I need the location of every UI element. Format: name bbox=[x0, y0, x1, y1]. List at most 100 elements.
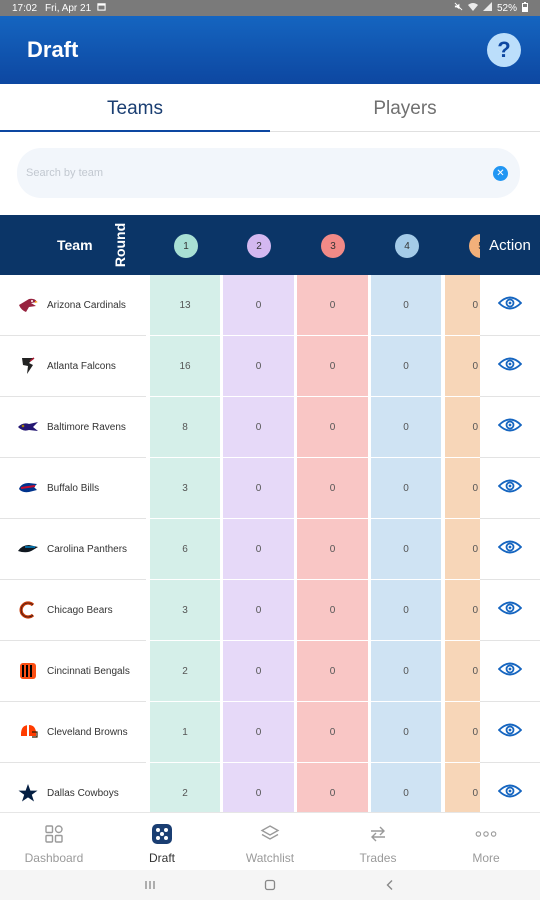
browns-logo-icon bbox=[17, 721, 39, 743]
header-round: Round bbox=[108, 221, 132, 269]
view-button[interactable] bbox=[480, 763, 540, 812]
tab-bar: Teams Players bbox=[0, 86, 540, 132]
round-3-count: 0 bbox=[297, 702, 368, 763]
team-cell: Arizona Cardinals bbox=[0, 275, 146, 336]
system-navigation bbox=[0, 870, 540, 900]
ravens-logo-icon bbox=[17, 416, 39, 438]
view-button[interactable] bbox=[480, 580, 540, 641]
table-row: Buffalo Bills 3 0 0 0 0 bbox=[0, 458, 540, 519]
eye-icon bbox=[497, 722, 523, 743]
eye-icon bbox=[497, 356, 523, 377]
nav-label: Watchlist bbox=[245, 851, 295, 865]
draft-icon bbox=[151, 823, 173, 845]
round-5-count: 0 bbox=[445, 580, 480, 641]
view-button[interactable] bbox=[480, 397, 540, 458]
round-badge-2[interactable]: 2 bbox=[247, 234, 271, 258]
round-badge-4[interactable]: 4 bbox=[395, 234, 419, 258]
team-name: Cleveland Browns bbox=[47, 726, 128, 738]
round-5-count: 0 bbox=[445, 458, 480, 519]
team-cell: Cleveland Browns bbox=[0, 702, 146, 763]
round-3-count: 0 bbox=[297, 580, 368, 641]
home-icon[interactable] bbox=[260, 875, 280, 895]
round-1-count: 6 bbox=[150, 519, 220, 580]
panthers-logo-icon bbox=[17, 538, 39, 560]
round-2-count: 0 bbox=[223, 519, 294, 580]
nav-draft[interactable]: Draft bbox=[108, 813, 216, 870]
round-5-count: 0 bbox=[445, 336, 480, 397]
round-4-count: 0 bbox=[371, 580, 441, 641]
nav-trades[interactable]: Trades bbox=[324, 813, 432, 870]
round-1-count: 8 bbox=[150, 397, 220, 458]
wifi-icon bbox=[467, 2, 478, 14]
search-bar: ✕ bbox=[17, 148, 520, 198]
team-name: Buffalo Bills bbox=[47, 482, 100, 494]
recents-icon[interactable] bbox=[140, 875, 160, 895]
eye-icon bbox=[497, 478, 523, 499]
round-badge-3[interactable]: 3 bbox=[321, 234, 345, 258]
help-button[interactable]: ? bbox=[487, 33, 521, 67]
nav-label: Dashboard bbox=[24, 851, 84, 865]
table-row: Dallas Cowboys 2 0 0 0 0 bbox=[0, 763, 540, 812]
cowboys-logo-icon bbox=[17, 782, 39, 804]
nav-watchlist[interactable]: Watchlist bbox=[216, 813, 324, 870]
nav-label: More bbox=[472, 851, 500, 865]
round-5-count: 0 bbox=[445, 641, 480, 702]
more-icon bbox=[475, 823, 497, 845]
team-name: Atlanta Falcons bbox=[47, 360, 116, 372]
view-button[interactable] bbox=[480, 702, 540, 763]
table-row: Carolina Panthers 6 0 0 0 0 bbox=[0, 519, 540, 580]
round-5-count: 0 bbox=[445, 519, 480, 580]
header-round-label: Round bbox=[112, 222, 129, 268]
table-row: Cleveland Browns 1 0 0 0 0 bbox=[0, 702, 540, 763]
round-4-count: 0 bbox=[371, 702, 441, 763]
status-time: 17:02 bbox=[12, 2, 38, 14]
round-3-count: 0 bbox=[297, 397, 368, 458]
back-icon[interactable] bbox=[380, 875, 400, 895]
round-2-count: 0 bbox=[223, 641, 294, 702]
bottom-navigation: Dashboard Draft Watchlist Trades More bbox=[0, 812, 540, 870]
dashboard-icon bbox=[43, 823, 65, 845]
round-badge-1[interactable]: 1 bbox=[174, 234, 198, 258]
cardinals-logo-icon bbox=[17, 294, 39, 316]
team-name: Arizona Cardinals bbox=[47, 299, 126, 311]
table-row: Arizona Cardinals 13 0 0 0 0 bbox=[0, 275, 540, 336]
nav-more[interactable]: More bbox=[432, 813, 540, 870]
clear-search-icon[interactable]: ✕ bbox=[493, 165, 508, 181]
nav-label: Draft bbox=[148, 851, 175, 865]
mute-icon bbox=[454, 2, 463, 14]
view-button[interactable] bbox=[480, 275, 540, 336]
draft-table: Team Round 1 2 3 4 5 Action Arizona Card… bbox=[0, 215, 540, 812]
tab-teams[interactable]: Teams bbox=[0, 86, 270, 132]
battery-icon bbox=[522, 1, 528, 15]
team-cell: Buffalo Bills bbox=[0, 458, 146, 519]
round-5-count: 0 bbox=[445, 763, 480, 812]
eye-icon bbox=[497, 661, 523, 682]
view-button[interactable] bbox=[480, 336, 540, 397]
page-title: Draft bbox=[27, 37, 79, 62]
round-4-count: 0 bbox=[371, 641, 441, 702]
eye-icon bbox=[497, 600, 523, 621]
nav-dashboard[interactable]: Dashboard bbox=[0, 813, 108, 870]
round-4-count: 0 bbox=[371, 397, 441, 458]
round-3-count: 0 bbox=[297, 763, 368, 812]
nav-label: Trades bbox=[359, 851, 397, 865]
round-5-count: 0 bbox=[445, 397, 480, 458]
view-button[interactable] bbox=[480, 641, 540, 702]
team-cell: Carolina Panthers bbox=[0, 519, 146, 580]
header-team: Team bbox=[57, 237, 93, 253]
table-body: Arizona Cardinals 13 0 0 0 0 Atlanta Fal… bbox=[0, 275, 540, 812]
tab-players[interactable]: Players bbox=[373, 97, 437, 119]
view-button[interactable] bbox=[480, 458, 540, 519]
team-name: Carolina Panthers bbox=[47, 543, 128, 555]
round-3-count: 0 bbox=[297, 336, 368, 397]
view-button[interactable] bbox=[480, 519, 540, 580]
round-4-count: 0 bbox=[371, 275, 441, 336]
round-2-count: 0 bbox=[223, 580, 294, 641]
team-cell: Chicago Bears bbox=[0, 580, 146, 641]
search-input[interactable] bbox=[26, 167, 493, 179]
bengals-logo-icon bbox=[17, 660, 39, 682]
eye-icon bbox=[497, 783, 523, 804]
team-cell: Dallas Cowboys bbox=[0, 763, 146, 812]
team-cell: Baltimore Ravens bbox=[0, 397, 146, 458]
